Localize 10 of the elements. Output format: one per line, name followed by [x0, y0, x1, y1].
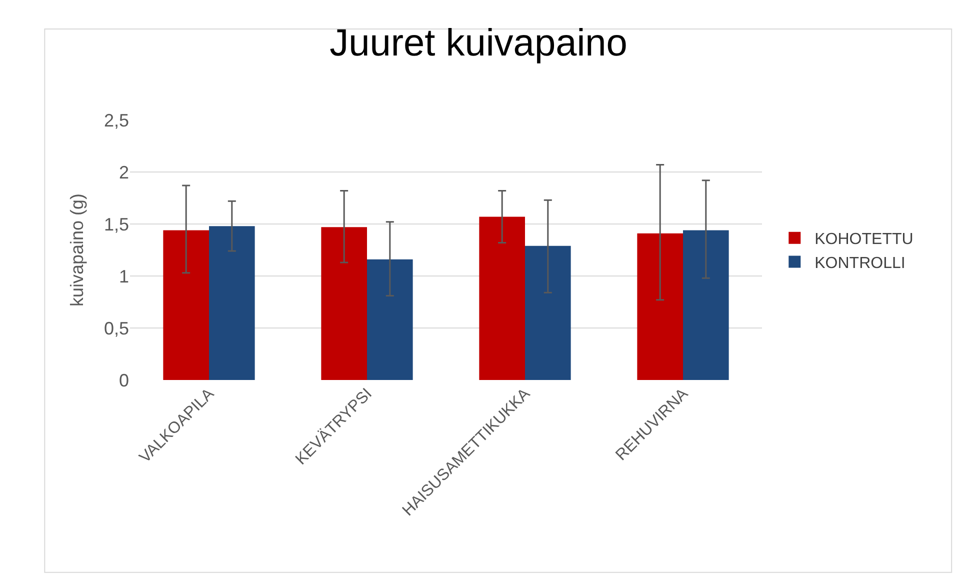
- y-tick-label: 0: [118, 370, 129, 390]
- y-axis-title: kuivapaino (g): [67, 193, 88, 307]
- y-tick-label: 1: [118, 266, 129, 286]
- y-tick-label: 2,5: [104, 110, 129, 130]
- legend-label: KONTROLLI: [814, 254, 906, 272]
- chart-title: Juuret kuivapaino: [330, 22, 628, 65]
- y-tick-label: 2: [118, 162, 129, 182]
- legend-label: KOHOTETTU: [814, 231, 914, 248]
- y-tick-label: 0,5: [104, 318, 129, 338]
- y-tick-label: 1,5: [104, 214, 129, 234]
